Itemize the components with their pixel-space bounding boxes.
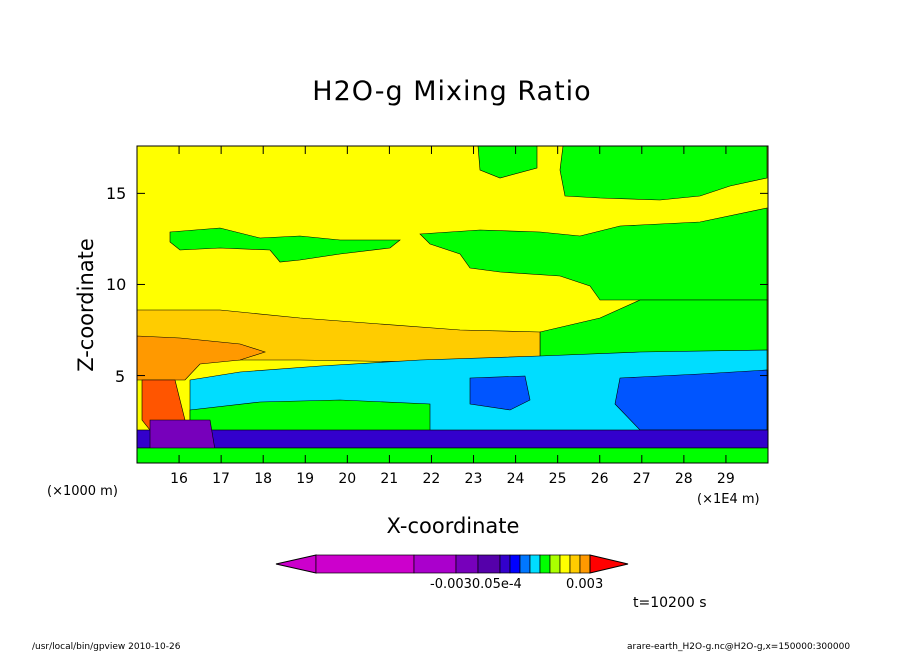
- colorbar-segment: [529, 554, 541, 574]
- x-tick-label: 28: [674, 471, 693, 487]
- field-patch-green-top-right: [559, 145, 768, 201]
- y-tick-label: 15: [106, 184, 127, 204]
- y-tick-label: 10: [106, 275, 127, 295]
- colorbar-segment: [519, 554, 531, 574]
- colorbar-arrow-left: [275, 554, 317, 574]
- x-tick-label: 19: [296, 471, 315, 487]
- colorbar-segment: [559, 554, 571, 574]
- colorbar-segment: [499, 554, 511, 574]
- contour-field: [136, 145, 769, 464]
- x-tick-label: 17: [212, 471, 230, 487]
- field-band-green-mid-left: [169, 227, 401, 263]
- plot-frame: [136, 145, 769, 464]
- colorbar-segment: [569, 554, 581, 574]
- y-ticks: [137, 192, 768, 377]
- footer-right: arare-earth_H2O-g.nc@H2O-g,x=150000:3000…: [627, 642, 851, 652]
- time-label: t=10200 s: [633, 595, 707, 611]
- x-axis-label: X-coordinate: [386, 514, 520, 538]
- field-patch-blue-right: [614, 369, 768, 431]
- x-ticks: [178, 146, 727, 463]
- x-tick-label: 26: [590, 471, 609, 487]
- x-unit-left: (×1000 m): [47, 484, 118, 499]
- x-tick-label: 27: [632, 471, 651, 487]
- colorbar-label-max: 0.003: [566, 577, 604, 592]
- colorbar-segment: [413, 554, 457, 574]
- colorbar-label-overlap: -0.0030.05e-4: [430, 577, 522, 592]
- x-tick-label: 29: [716, 471, 735, 487]
- field-band-blue-bottom: [136, 429, 769, 449]
- colorbar-segment: [579, 554, 591, 574]
- colorbar-arrow-right: [589, 554, 629, 574]
- x-tick-label: 23: [464, 471, 483, 487]
- x-tick-label: 24: [506, 471, 525, 487]
- y-axis-label: Z-coordinate: [74, 238, 98, 372]
- x-tick-label: 20: [338, 471, 357, 487]
- field-patch-purple: [149, 419, 216, 453]
- field-band-green-bottom: [136, 447, 769, 464]
- footer-left: /usr/local/bin/gpview 2010-10-26: [32, 642, 181, 652]
- colorbar-segment: [549, 554, 561, 574]
- x-unit-right: (×1E4 m): [697, 492, 760, 507]
- colorbar-segment: [315, 554, 415, 574]
- x-tick-label: 18: [254, 471, 273, 487]
- x-tick-label: 21: [380, 471, 399, 487]
- chart-title: H2O-g Mixing Ratio: [312, 76, 592, 107]
- field-patch-blue-center: [469, 375, 531, 411]
- colorbar-segment: [455, 554, 479, 574]
- y-tick-label: 5: [115, 366, 126, 386]
- colorbar-segment: [477, 554, 501, 574]
- colorbar-segment: [539, 554, 551, 574]
- x-tick-label: 25: [548, 471, 567, 487]
- x-tick-label: 22: [422, 471, 441, 487]
- x-tick-label: 16: [170, 471, 188, 487]
- colorbar: [275, 554, 629, 574]
- colorbar-segment: [509, 554, 521, 574]
